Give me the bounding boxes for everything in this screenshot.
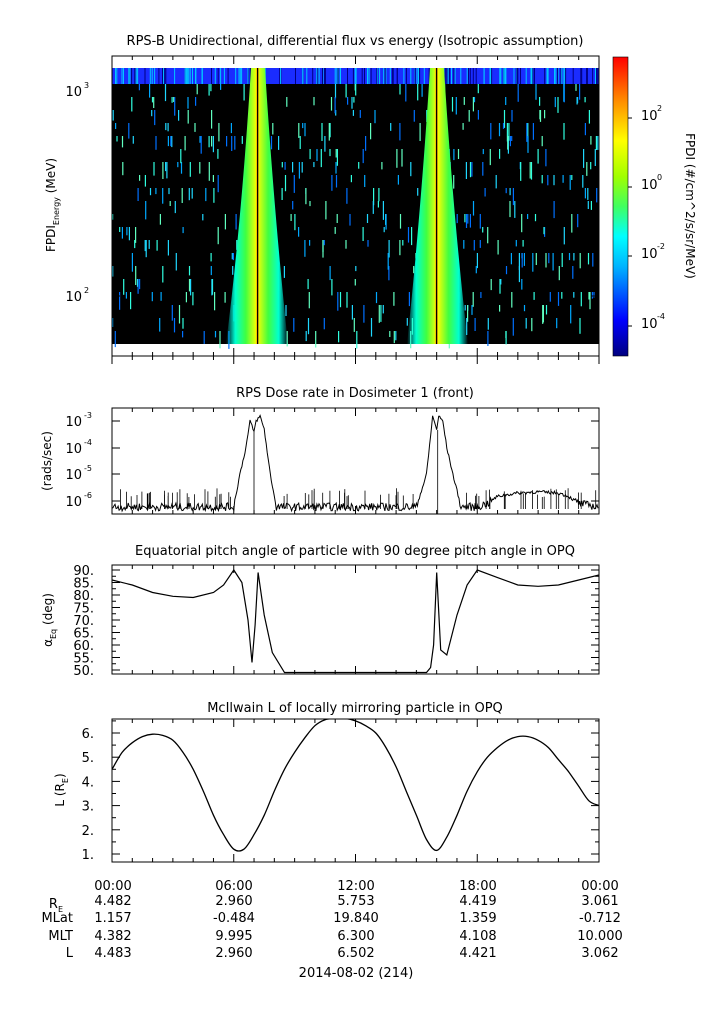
colorbar-tick-neg2-exp: -2 bbox=[657, 242, 665, 251]
spectrogram-title: RPS-B Unidirectional, differential flux … bbox=[127, 34, 584, 49]
dose-rate-title: RPS Dose rate in Dosimeter 1 (front) bbox=[236, 386, 474, 401]
colorbar-tick-neg2: 10 bbox=[641, 247, 658, 262]
xtick-label-3: 18:00 bbox=[459, 879, 496, 894]
mcilwain-l-ytick: 5. bbox=[82, 751, 94, 766]
dose-ytick-1: 10 bbox=[65, 415, 82, 430]
spectrogram-background bbox=[112, 84, 599, 344]
pitch-angle-ytick: 60. bbox=[73, 639, 94, 654]
spectrogram-ylabel: FPDIEnergy (MeV) bbox=[44, 158, 61, 252]
mcilwain-l-ytick: 6. bbox=[82, 727, 94, 742]
spectrogram-panel: RPS-B Unidirectional, differential flux … bbox=[44, 34, 600, 357]
ephemeris-value: 4.483 bbox=[94, 946, 131, 961]
ephemeris-value: 4.382 bbox=[94, 929, 131, 944]
ephemeris-value: 4.421 bbox=[459, 946, 496, 961]
mcilwain-l-ylabel: L (RE) bbox=[53, 773, 70, 806]
dose-ytick-4: 10 bbox=[65, 495, 82, 510]
ephemeris-value: 2.960 bbox=[215, 894, 252, 909]
dose-ytick-2: 10 bbox=[65, 442, 82, 457]
ephemeris-value: -0.712 bbox=[579, 911, 621, 926]
pitch-angle-ytick: 80. bbox=[73, 589, 94, 604]
pitch-angle-ytick: 50. bbox=[73, 664, 94, 679]
colorbar-tick-neg4: 10 bbox=[641, 317, 658, 332]
time-axis-ticks bbox=[111, 56, 600, 862]
dose-ytick-1-exp: -3 bbox=[84, 411, 92, 420]
colorbar-tick-0: 10 bbox=[641, 178, 658, 193]
colorbar: 10 2 10 0 10 -2 10 -4 FPDI (#/cm^2/s/sr/… bbox=[612, 56, 697, 357]
mcilwain-l-ytick: 4. bbox=[82, 775, 94, 790]
ephemeris-value: 3.061 bbox=[581, 894, 618, 909]
dose-rate-noise bbox=[120, 430, 597, 514]
ephemeris-value: 6.502 bbox=[337, 946, 374, 961]
pitch-angle-series-line bbox=[112, 568, 599, 674]
xtick-label-4: 00:00 bbox=[581, 879, 618, 894]
dose-ytick-3-exp: -5 bbox=[84, 464, 92, 473]
time-axis-labels: 00:00 06:00 12:00 18:00 00:00 bbox=[94, 879, 618, 894]
ephemeris-value: 10.000 bbox=[577, 929, 623, 944]
spectrogram-top-noise bbox=[115, 68, 599, 84]
pitch-angle-ytick: 75. bbox=[73, 602, 94, 617]
pitch-angle-title: Equatorial pitch angle of particle with … bbox=[135, 544, 575, 559]
ephemeris-value: 19.840 bbox=[333, 911, 379, 926]
ephemeris-value: 1.157 bbox=[94, 911, 131, 926]
ephemeris-value: 3.062 bbox=[581, 946, 618, 961]
spectrogram-ytick-1000: 10 bbox=[65, 85, 82, 100]
ephemeris-value: 4.419 bbox=[459, 894, 496, 909]
mcilwain-l-ytick: 1. bbox=[82, 848, 94, 863]
spectrogram-ytick-1000-exp: 3 bbox=[84, 81, 89, 90]
xtick-label-2: 12:00 bbox=[337, 879, 374, 894]
ephemeris-label-l: L bbox=[66, 946, 74, 961]
mcilwain-l-ytick: 3. bbox=[82, 800, 94, 815]
ephemeris-label-mlt: MLT bbox=[48, 929, 73, 944]
ephemeris-label-re: RE bbox=[49, 897, 63, 914]
colorbar-tick-2-exp: 2 bbox=[657, 104, 662, 113]
colorbar-tick-2: 10 bbox=[641, 109, 658, 124]
ephemeris-value: 5.753 bbox=[337, 894, 374, 909]
ephemeris-value: 1.359 bbox=[459, 911, 496, 926]
pitch-angle-yticks: 90.85.80.75.70.65.60.55.50. bbox=[73, 564, 599, 679]
ephemeris-table: RE MLat MLT L 4.482 2.960 5.753 4.419 3.… bbox=[41, 894, 622, 981]
ephemeris-value: 4.482 bbox=[94, 894, 131, 909]
date-label: 2014-08-02 (214) bbox=[299, 966, 414, 981]
mcilwain-l-panel: McIlwain L of locally mirroring particle… bbox=[53, 701, 600, 863]
colorbar-tick-0-exp: 0 bbox=[657, 173, 662, 182]
colorbar-tick-neg4-exp: -4 bbox=[657, 312, 665, 321]
pitch-angle-ytick: 65. bbox=[73, 627, 94, 642]
colorbar-label: FPDI (#/cm^2/s/sr/MeV) bbox=[683, 133, 697, 279]
ephemeris-value: 9.995 bbox=[215, 929, 252, 944]
pitch-angle-panel: Equatorial pitch angle of particle with … bbox=[41, 544, 600, 679]
xtick-label-1: 06:00 bbox=[215, 879, 252, 894]
spectrogram-image bbox=[112, 56, 599, 356]
pitch-angle-ytick: 70. bbox=[73, 614, 94, 629]
ephemeris-label-mlat: MLat bbox=[41, 911, 73, 926]
mcilwain-l-title: McIlwain L of locally mirroring particle… bbox=[207, 701, 503, 716]
pitch-angle-ylabel: αEq (deg) bbox=[41, 593, 58, 647]
pitch-angle-ytick: 85. bbox=[73, 577, 94, 592]
mcilwain-l-yticks: 6. 5. 4. 3. 2. 1. bbox=[82, 720, 599, 863]
pitch-angle-ytick: 55. bbox=[73, 652, 94, 667]
dose-ytick-3: 10 bbox=[65, 468, 82, 483]
ephemeris-value: 4.108 bbox=[459, 929, 496, 944]
pitch-angle-ytick: 90. bbox=[73, 564, 94, 579]
spectrogram-ytick-100-exp: 2 bbox=[84, 286, 89, 295]
mcilwain-l-ytick: 2. bbox=[82, 824, 94, 839]
dose-ylabel: (rads/sec) bbox=[40, 431, 54, 491]
dose-rate-panel: RPS Dose rate in Dosimeter 1 (front) 10 … bbox=[40, 386, 600, 515]
dose-ytick-2-exp: -4 bbox=[84, 438, 92, 447]
ephemeris-value: 2.960 bbox=[215, 946, 252, 961]
ephemeris-value: 6.300 bbox=[337, 929, 374, 944]
spectrogram-ytick-100: 10 bbox=[65, 290, 82, 305]
ephemeris-value: -0.484 bbox=[213, 911, 255, 926]
dose-ytick-4-exp: -6 bbox=[84, 491, 92, 500]
xtick-label-0: 00:00 bbox=[94, 879, 131, 894]
